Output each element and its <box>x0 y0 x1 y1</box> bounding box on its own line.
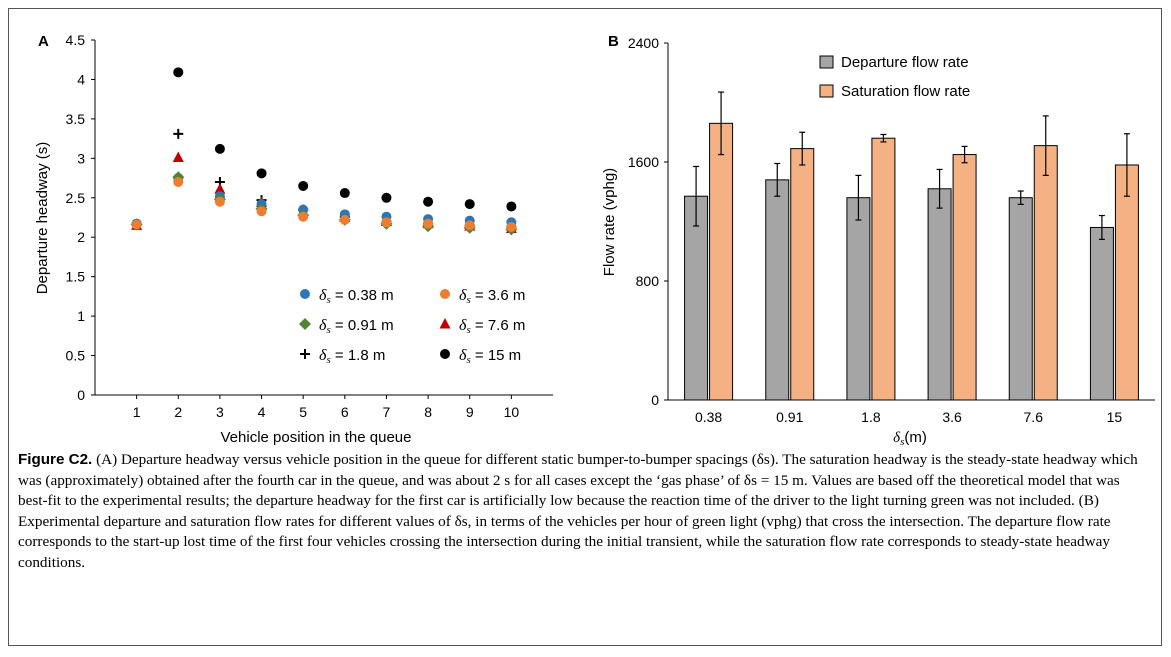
chart-b-xlabel: δs(m) <box>893 429 927 448</box>
chart-a-ytick-label: 2.5 <box>66 190 86 206</box>
bar <box>685 196 708 400</box>
scatter-point <box>257 206 267 216</box>
chart-a-xlabel: Vehicle position in the queue <box>221 429 412 446</box>
scatter-point <box>173 67 183 77</box>
scatter-point <box>381 217 391 227</box>
scatter-point <box>132 220 142 230</box>
scatter-point <box>298 212 308 222</box>
bar <box>847 198 870 400</box>
legend-label: δs = 1.8 m <box>319 347 385 366</box>
bar <box>766 180 789 400</box>
scatter-point <box>173 152 184 163</box>
scatter-point <box>173 129 183 139</box>
bar <box>872 138 895 400</box>
chart-a-xtick-label: 4 <box>258 404 266 420</box>
chart-a-xtick-label: 9 <box>466 404 474 420</box>
chart-a-ytick-label: 2 <box>77 229 85 245</box>
figure-caption: Figure C2. (A) Departure headway versus … <box>18 450 1150 574</box>
chart-b-xtick-label: 0.91 <box>776 409 803 425</box>
legend-marker <box>300 289 310 299</box>
chart-a-ytick-label: 1.5 <box>66 269 86 285</box>
bar <box>710 123 733 400</box>
scatter-point <box>506 222 516 232</box>
bar <box>928 189 951 400</box>
legend-label: δs = 0.91 m <box>319 317 394 336</box>
chart-a-ytick-label: 0.5 <box>66 348 86 364</box>
legend-marker <box>300 349 310 359</box>
legend-label: Saturation flow rate <box>841 83 970 100</box>
caption-text: (A) Departure headway versus vehicle pos… <box>18 451 1138 571</box>
chart-a-xtick-label: 2 <box>174 404 182 420</box>
scatter-point <box>298 181 308 191</box>
scatter-point <box>423 197 433 207</box>
chart-a-xtick-label: 10 <box>504 404 520 420</box>
chart-b-xtick-label: 15 <box>1107 409 1123 425</box>
chart-a-xtick-label: 7 <box>383 404 391 420</box>
flow-rate-bar-chart: Flow rate (vphg) δs(m) 0 800 1600 2400 0.38 0… <box>570 0 1170 450</box>
scatter-point <box>465 220 475 230</box>
caption-label: Figure C2. <box>18 451 92 468</box>
legend-marker <box>299 318 311 330</box>
chart-a-xtick-label: 5 <box>299 404 307 420</box>
scatter-point <box>340 188 350 198</box>
chart-b-xtick-label: 0.38 <box>695 409 722 425</box>
legend-marker <box>440 318 451 329</box>
scatter-point <box>423 219 433 229</box>
scatter-point <box>215 197 225 207</box>
chart-a-xtick-label: 1 <box>133 404 141 420</box>
chart-b-xtick-label: 1.8 <box>861 409 881 425</box>
chart-b-ytick-label: 800 <box>636 273 660 289</box>
scatter-point <box>465 199 475 209</box>
chart-b-ytick-label: 0 <box>651 392 659 408</box>
legend-swatch <box>820 56 833 68</box>
chart-a-ytick-label: 0 <box>77 387 85 403</box>
scatter-point <box>340 215 350 225</box>
chart-a-ytick-label: 4 <box>77 71 85 87</box>
chart-a-ytick-label: 4.5 <box>66 32 86 48</box>
chart-a-xtick-label: 3 <box>216 404 224 420</box>
chart-b-xtick-label: 3.6 <box>942 409 962 425</box>
legend-label: δs = 15 m <box>459 347 521 366</box>
chart-a-ytick-label: 3 <box>77 150 85 166</box>
bar <box>791 149 814 400</box>
chart-a-ytick-label: 1 <box>77 308 85 324</box>
legend-marker <box>440 349 450 359</box>
chart-a-ylabel: Departure headway (s) <box>34 142 51 295</box>
bar <box>953 155 976 400</box>
scatter-point <box>506 201 516 211</box>
scatter-point <box>381 193 391 203</box>
chart-b-ytick-label: 1600 <box>628 154 659 170</box>
legend-label: δs = 3.6 m <box>459 287 525 306</box>
legend-label: δs = 7.6 m <box>459 317 525 336</box>
bar <box>1115 165 1138 400</box>
legend-label: Departure flow rate <box>841 54 969 71</box>
chart-b-ylabel: Flow rate (vphg) <box>601 168 618 276</box>
scatter-point <box>215 144 225 154</box>
bar <box>1009 198 1032 400</box>
legend-swatch <box>820 85 833 97</box>
chart-a-xtick-label: 8 <box>424 404 432 420</box>
bar <box>1034 146 1057 400</box>
headway-scatter-chart: Departure headway (s) Vehicle position i… <box>0 0 560 450</box>
chart-a-ytick-label: 3.5 <box>66 111 86 127</box>
legend-label: δs = 0.38 m <box>319 287 394 306</box>
chart-b-xtick-label: 7.6 <box>1024 409 1044 425</box>
scatter-point <box>257 168 267 178</box>
chart-a-xtick-label: 6 <box>341 404 349 420</box>
scatter-point <box>173 177 183 187</box>
bar <box>1090 227 1113 400</box>
chart-b-ytick-label: 2400 <box>628 35 659 51</box>
legend-marker <box>440 289 450 299</box>
